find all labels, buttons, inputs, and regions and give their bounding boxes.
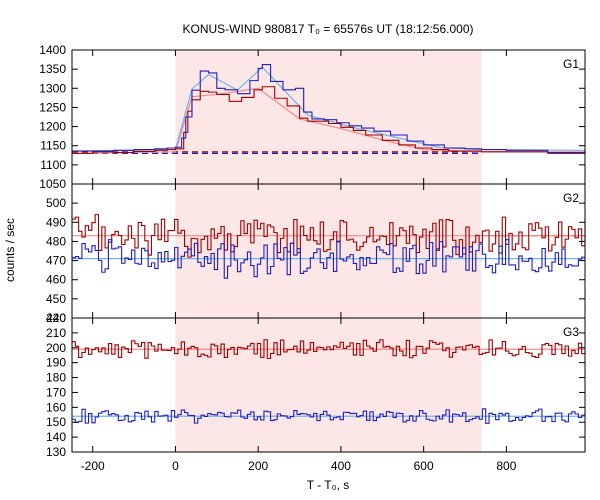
y-tick-label: 470	[46, 254, 66, 268]
panel-g1: 1050 1100 1150 1200 1250 1300 1350 1400 G1	[39, 43, 586, 191]
y-tick-label: 170	[46, 385, 66, 399]
y-tick-label: 210	[46, 326, 66, 340]
panels: 10501100115012001250130013501400G1440450…	[39, 43, 586, 473]
x-tick-label: 400	[331, 459, 351, 473]
y-tick-label: 1400	[39, 43, 66, 57]
x-axis-label: T - T₀, s	[307, 478, 350, 492]
x-tick-label: 200	[248, 459, 268, 473]
y-tick-label: 500	[46, 196, 66, 210]
y-tick-label: 460	[46, 273, 66, 287]
highlight-interval	[175, 50, 482, 184]
highlight-interval	[175, 184, 482, 318]
y-tick-label: 140	[46, 430, 66, 444]
y-tick-label: 450	[46, 292, 66, 306]
y-tick-label: 1300	[39, 81, 66, 95]
x-tick-label: -200	[81, 459, 105, 473]
y-tick-label: 150	[46, 415, 66, 429]
panel-g2: 440 450 460 470 480 490 500 G2	[46, 183, 586, 325]
x-tick-label: 600	[414, 459, 434, 473]
series-red-line	[72, 86, 586, 154]
y-tick-label: 1350	[39, 62, 66, 76]
y-tick-label: 200	[46, 341, 66, 355]
y-tick-label: 130	[46, 445, 66, 459]
panel-label: G2	[563, 191, 579, 205]
y-tick-label: 490	[46, 215, 66, 229]
y-tick-label: 180	[46, 371, 66, 385]
series-blue-line	[72, 63, 586, 154]
series-red-line	[72, 214, 586, 258]
y-tick-label: 190	[46, 356, 66, 370]
highlight-interval	[175, 318, 482, 452]
series-red-line	[72, 339, 586, 360]
y-tick-label: 220	[46, 311, 66, 325]
y-tick-label: 1100	[40, 158, 66, 172]
y-axis-label: counts / sec	[3, 218, 17, 282]
y-tick-label: 480	[46, 234, 66, 248]
y-tick-label: 1200	[39, 120, 66, 134]
panel-frame	[71, 317, 586, 453]
x-tick-label: 800	[496, 459, 516, 473]
fit-line-0	[71, 87, 585, 154]
series-blue-line	[72, 239, 586, 279]
panel-label: G1	[563, 57, 579, 71]
series-blue-line	[72, 408, 586, 424]
y-tick-label: 1150	[40, 139, 66, 153]
x-tick-label: 0	[172, 459, 179, 473]
y-tick-label: 160	[46, 400, 66, 414]
chart-title: KONUS-WIND 980817 T₀ = 65576s UT (18:12:…	[182, 22, 473, 36]
y-tick-label: 440	[46, 311, 66, 325]
y-tick-label: 1050	[39, 177, 66, 191]
y-tick-label: 1250	[39, 100, 66, 114]
panel-label: G3	[563, 325, 579, 339]
